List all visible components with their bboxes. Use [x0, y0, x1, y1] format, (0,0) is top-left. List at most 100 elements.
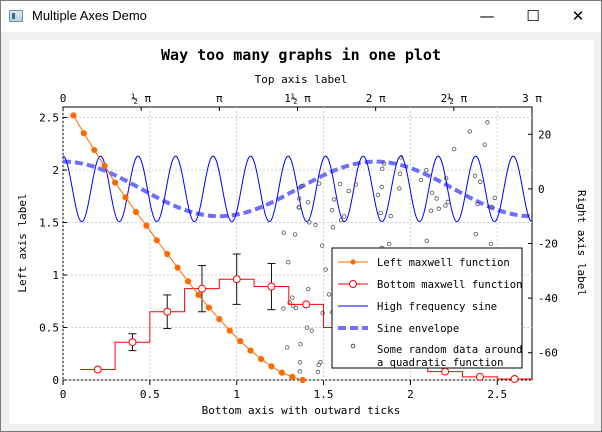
random-data-point [299, 183, 304, 189]
bottom-maxwell-point [197, 284, 206, 293]
random-data-point [341, 214, 347, 219]
minimize-button[interactable]: — [479, 7, 495, 25]
random-data-point [445, 199, 451, 205]
random-data-point [443, 175, 449, 181]
left-maxwell-point [112, 179, 119, 186]
random-data-point [307, 220, 312, 225]
random-data-point [298, 342, 303, 347]
random-data-point [297, 196, 302, 201]
right-tick-label: 20 [538, 128, 551, 141]
left-maxwell-point [143, 222, 150, 229]
left-maxwell-point [184, 278, 192, 285]
right-tick-label: -60 [538, 347, 558, 360]
random-data-point [309, 328, 314, 333]
random-data-point [286, 259, 291, 265]
random-data-point [319, 243, 325, 248]
random-data-point [297, 369, 302, 374]
random-data-point [478, 179, 483, 184]
left-tick-label: 2 [52, 164, 59, 177]
bottom-tick-label: 1 [233, 388, 240, 401]
right-tick-label: -40 [538, 292, 558, 305]
left-maxwell-point [164, 250, 171, 258]
bottom-maxwell-point [267, 282, 276, 291]
left-maxwell-point [70, 112, 77, 119]
multi-axes-chart: Way too many graphs in one plot Top axis … [16, 46, 588, 417]
random-data-point [375, 192, 381, 198]
random-data-point [429, 190, 435, 196]
legend-random-data-label: a quadratic function [377, 357, 503, 369]
close-button[interactable]: ✕ [571, 7, 585, 25]
left-tick-label: 1 [52, 269, 59, 282]
bottom-maxwell-point [302, 300, 311, 309]
right-axis-label: Right axis label [575, 190, 588, 296]
random-data-point [436, 206, 441, 211]
legend-bottom-maxwell-marker [349, 280, 357, 288]
random-data-point [296, 205, 301, 210]
random-data-point [489, 204, 495, 210]
left-maxwell-point [226, 327, 233, 334]
window-title: Multiple Axes Demo [32, 8, 147, 23]
random-data-point [388, 213, 393, 219]
left-maxwell-point [101, 162, 108, 169]
random-data-point [306, 286, 311, 292]
random-data-point [305, 200, 311, 205]
bottom-axis-label: Bottom axis with outward ticks [202, 404, 401, 417]
bottom-tick-label: 0 [60, 388, 67, 401]
maximize-button[interactable]: ☐ [526, 7, 540, 25]
top-tick-label: 3 π [522, 92, 542, 105]
bottom-maxwell-point [510, 374, 519, 383]
bottom-maxwell-point [475, 372, 484, 381]
left-maxwell-point [91, 146, 98, 154]
random-data-point [338, 181, 343, 187]
random-data-point [472, 173, 478, 179]
random-data-point [475, 201, 480, 207]
random-data-point [418, 177, 424, 183]
random-data-point [428, 208, 434, 213]
left-maxwell-point [278, 369, 285, 376]
left-maxwell-point [257, 355, 265, 363]
left-maxwell-point [195, 291, 202, 299]
random-data-point [329, 207, 335, 213]
left-tick-label: 1.5 [39, 217, 59, 230]
random-data-point [397, 171, 403, 176]
bottom-tick-label: 2.5 [487, 388, 507, 401]
bottom-maxwell-point [441, 367, 450, 376]
bottom-maxwell-point [232, 275, 241, 284]
top-tick-label: 1½ π [284, 92, 311, 105]
random-data-point [473, 231, 478, 237]
bottom-maxwell-point [128, 338, 137, 347]
random-data-point [467, 129, 472, 134]
random-data-point [316, 362, 321, 368]
app-icon [9, 10, 23, 22]
legend-high-frequency-sine-label: High frequency sine [377, 301, 497, 313]
bottom-maxwell-point [93, 365, 102, 374]
high-frequency-sine-line [62, 155, 533, 223]
left-tick-label: 0.5 [39, 322, 59, 335]
top-tick-label: 2½ π [441, 92, 468, 105]
random-data-point [387, 241, 392, 247]
random-data-point [330, 225, 336, 230]
left-maxwell-point [80, 130, 87, 137]
random-data-point [353, 182, 358, 187]
plot-area: Way too many graphs in one plot Top axis … [9, 40, 594, 424]
left-maxwell-point [289, 373, 296, 380]
left-maxwell-point [268, 363, 275, 370]
left-maxwell-point [174, 264, 181, 271]
random-data-point [304, 325, 310, 330]
bottom-tick-label: 2 [407, 388, 414, 401]
top-tick-label: 2 π [366, 92, 386, 105]
random-data-point [338, 217, 344, 223]
legend-left-maxwell-label: Left maxwell function [377, 257, 510, 269]
random-data-point [380, 166, 385, 171]
random-data-point [315, 369, 321, 375]
title-bar[interactable]: Multiple Axes Demo — ☐ ✕ [1, 1, 601, 32]
random-data-point [397, 186, 402, 191]
legend-bottom-maxwell-label: Bottom maxwell function [377, 279, 522, 291]
random-data-point [316, 181, 322, 186]
random-data-point [297, 360, 303, 365]
right-tick-label: 0 [538, 183, 545, 196]
top-tick-label: π [216, 92, 223, 105]
left-maxwell-point [237, 338, 244, 345]
random-data-point [485, 120, 490, 125]
